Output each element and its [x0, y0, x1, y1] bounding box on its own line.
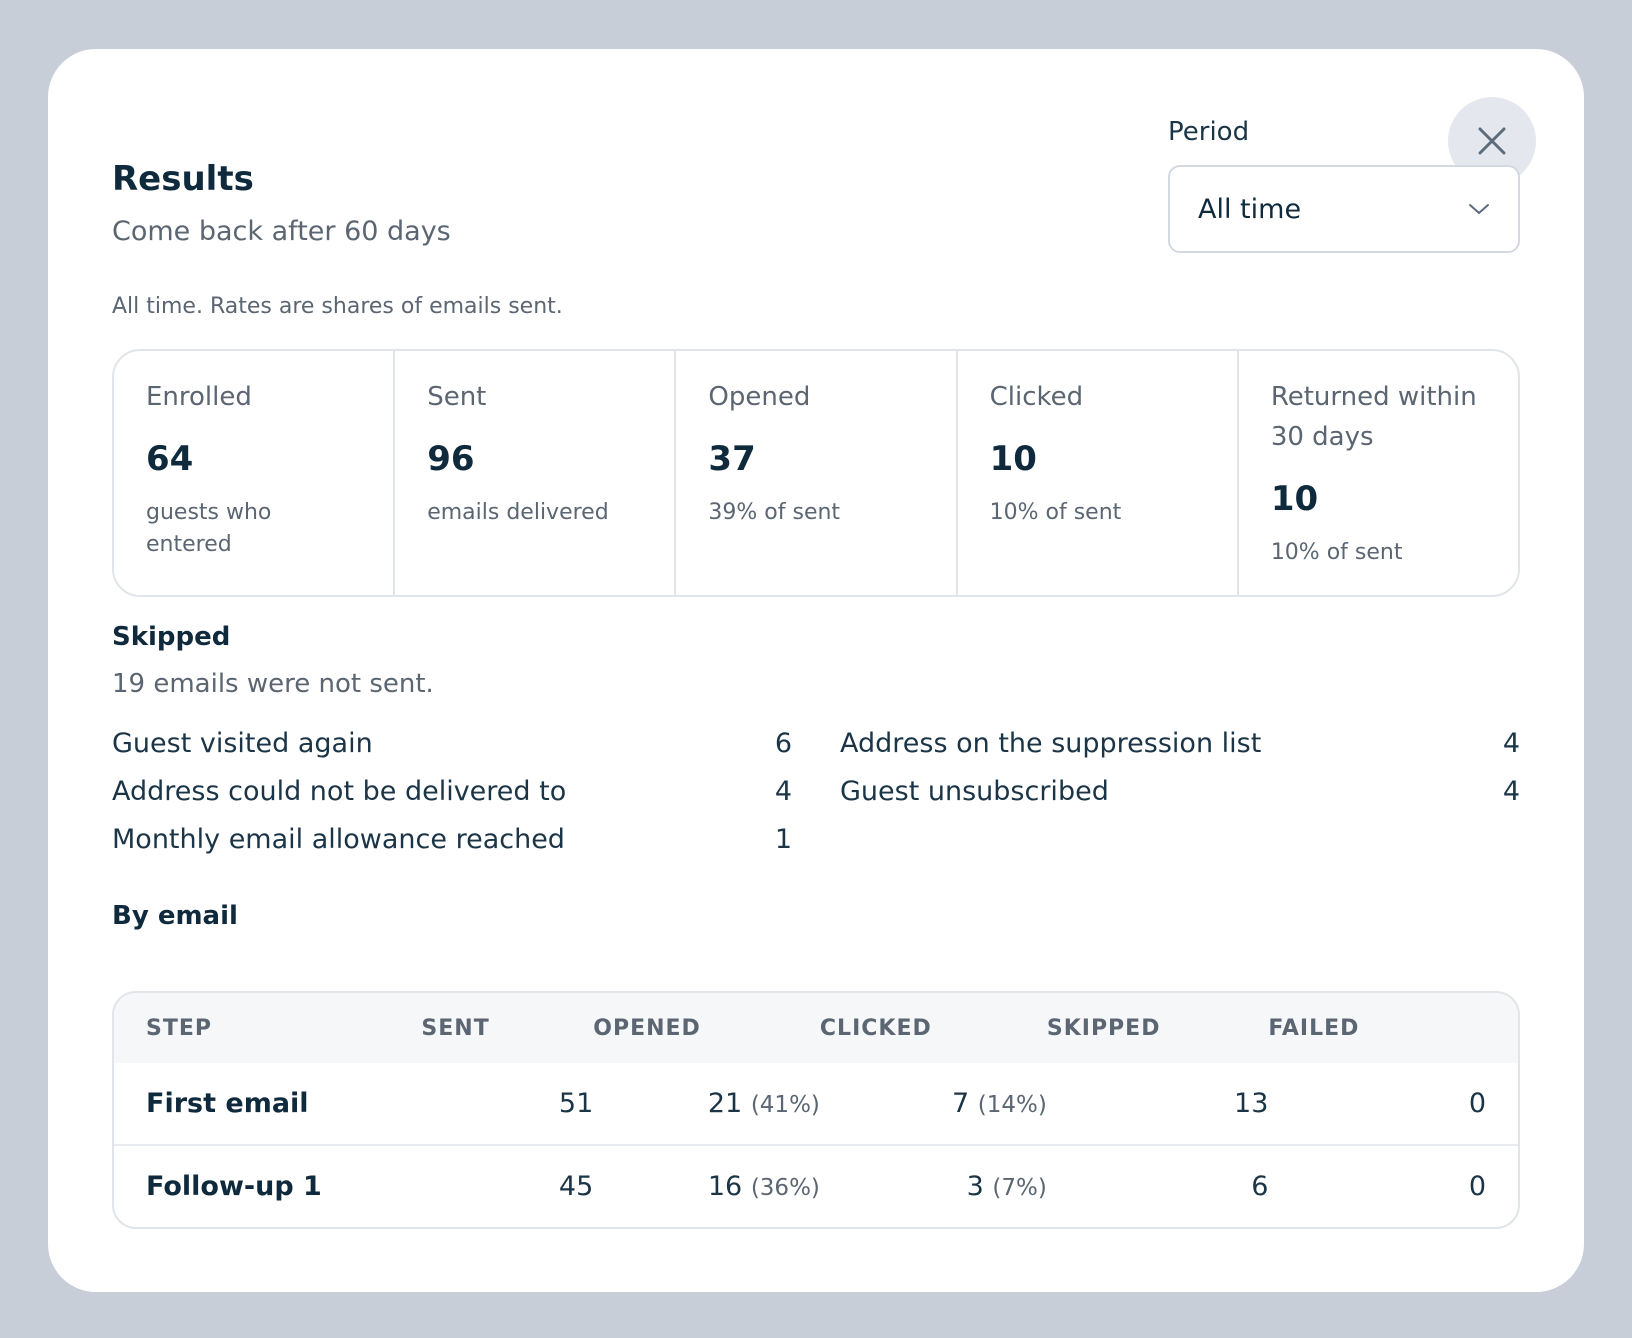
stat-description: guests who entered — [146, 500, 272, 557]
stat-value: 37 — [708, 439, 756, 479]
skip-reason-row: Address could not be delivered to 4 — [112, 767, 792, 815]
column-header-opened: OPENED — [593, 1015, 701, 1041]
table-row: Follow-up 1 45 16 (36%) 3 (7%) 6 0 — [114, 1145, 1518, 1227]
clicked-cell: 3 (7%) — [820, 1145, 1047, 1227]
skipped-count: 6 — [1251, 1171, 1269, 1202]
step-name: Follow-up 1 — [146, 1171, 322, 1202]
opened-count: 21 — [707, 1088, 743, 1119]
stat-description: 10% of sent — [1270, 540, 1403, 565]
column-header-sent: SENT — [421, 1015, 490, 1041]
sent-count: 45 — [558, 1171, 594, 1202]
stat-opened: Opened 37 39% of sent — [676, 351, 958, 595]
clicked-cell: 7 (14%) — [820, 1063, 1047, 1145]
opened-cell: 21 (41%) — [593, 1063, 820, 1145]
stat-enrolled: Enrolled 64 guests who entered — [114, 351, 396, 595]
stat-value: 96 — [427, 439, 475, 479]
rates-note: All time. Rates are shares of emails sen… — [112, 294, 563, 319]
skipped-heading: Skipped — [112, 622, 231, 652]
page-subtitle: Come back after 60 days — [112, 216, 451, 247]
failed-count: 0 — [1468, 1088, 1486, 1119]
close-icon — [1478, 127, 1506, 155]
stat-sent: Sent 96 emails delivered — [395, 351, 677, 595]
stat-description: 39% of sent — [708, 500, 841, 525]
skip-reason-label: Address on the suppression list — [840, 727, 1262, 759]
skip-reason-count: 1 — [774, 823, 792, 855]
column-header-skipped: SKIPPED — [1046, 1015, 1161, 1041]
skip-reason-label: Guest unsubscribed — [840, 775, 1109, 807]
skipped-summary: 19 emails were not sent. — [112, 669, 434, 699]
stat-label: Enrolled — [146, 382, 252, 412]
column-header-clicked: CLICKED — [819, 1015, 932, 1041]
stat-value: 64 — [146, 439, 194, 479]
period-select-value: All time — [1198, 193, 1302, 225]
period-label: Period — [1168, 117, 1250, 147]
table-row: First email 51 21 (41%) 7 (14%) 13 0 — [114, 1063, 1518, 1145]
skipped-reasons-left: Guest visited again 6 Address could not … — [112, 719, 792, 863]
skip-reason-label: Monthly email allowance reached — [112, 823, 565, 855]
skip-reason-row: Address on the suppression list 4 — [840, 719, 1520, 767]
skip-reason-label: Address could not be delivered to — [112, 775, 567, 807]
results-dialog: Results Come back after 60 days Period A… — [48, 49, 1584, 1292]
stat-description: emails delivered — [427, 500, 609, 525]
failed-count: 0 — [1468, 1171, 1486, 1202]
stat-value: 10 — [1270, 479, 1319, 519]
skip-reason-row: Monthly email allowance reached 1 — [112, 815, 792, 863]
stat-label: Clicked — [989, 382, 1084, 412]
clicked-count: 3 — [966, 1171, 984, 1202]
opened-rate: (41%) — [750, 1092, 820, 1118]
skip-reason-label: Guest visited again — [112, 727, 373, 759]
opened-cell: 16 (36%) — [593, 1145, 820, 1227]
period-select[interactable]: All time — [1168, 165, 1520, 253]
skip-reason-count: 4 — [1502, 775, 1520, 807]
by-email-heading: By email — [112, 901, 238, 931]
stat-description: 10% of sent — [989, 500, 1122, 525]
table-header-row: STEP SENT OPENED CLICKED SKIPPED FAILED — [114, 993, 1518, 1063]
column-header-step: STEP — [146, 1015, 213, 1041]
clicked-rate: (7%) — [992, 1175, 1047, 1201]
opened-rate: (36%) — [750, 1175, 820, 1201]
stat-label: Returned within 30 days — [1270, 382, 1477, 452]
chevron-down-icon — [1469, 204, 1489, 214]
skip-reason-row: Guest visited again 6 — [112, 719, 792, 767]
column-header-failed: FAILED — [1268, 1015, 1360, 1041]
page-title: Results — [112, 159, 254, 199]
skip-reason-count: 4 — [1502, 727, 1520, 759]
skip-reason-count: 6 — [774, 727, 792, 759]
stats-summary: Enrolled 64 guests who entered Sent 96 e… — [112, 349, 1520, 597]
clicked-rate: (14%) — [977, 1092, 1047, 1118]
by-email-table: STEP SENT OPENED CLICKED SKIPPED FAILED … — [112, 991, 1520, 1229]
stat-label: Sent — [427, 382, 487, 412]
stat-clicked: Clicked 10 10% of sent — [958, 351, 1239, 595]
clicked-count: 7 — [952, 1088, 970, 1119]
stat-label: Opened — [708, 382, 811, 412]
stat-returned: Returned within 30 days 10 10% of sent — [1239, 351, 1518, 595]
skip-reason-row: Guest unsubscribed 4 — [840, 767, 1520, 815]
skipped-count: 13 — [1234, 1088, 1269, 1119]
step-name: First email — [146, 1088, 309, 1119]
sent-count: 51 — [558, 1088, 594, 1119]
skipped-reasons-right: Address on the suppression list 4 Guest … — [840, 719, 1520, 815]
stat-value: 10 — [989, 439, 1037, 479]
skip-reason-count: 4 — [774, 775, 792, 807]
opened-count: 16 — [707, 1171, 743, 1202]
